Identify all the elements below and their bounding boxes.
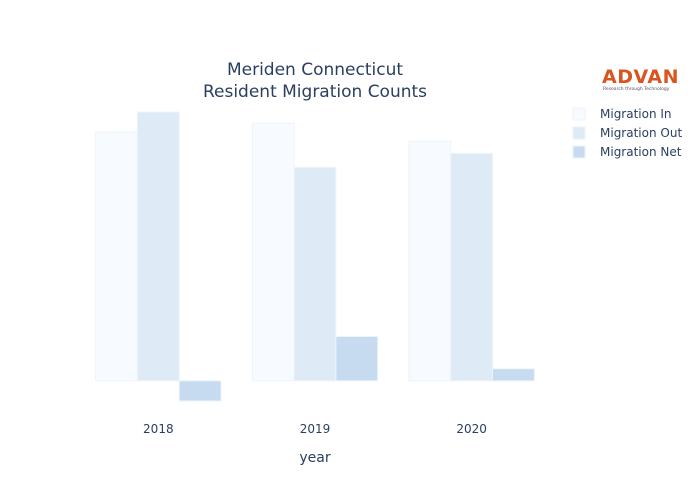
bar-migration-out-2019[interactable] xyxy=(293,166,337,382)
bars-group xyxy=(95,111,535,402)
x-axis-ticks: 2018 2019 2020 xyxy=(143,422,487,436)
advan-logo-wordmark: ADVAN xyxy=(602,66,679,88)
bar-migration-net-2020[interactable] xyxy=(492,368,535,382)
bar-migration-net-2018[interactable] xyxy=(178,380,222,402)
bar-migration-in-2019[interactable] xyxy=(251,122,295,382)
chart-title-line-2: Resident Migration Counts xyxy=(203,82,427,102)
legend-swatch-migration-net[interactable] xyxy=(572,145,586,159)
bar-migration-out-2018[interactable] xyxy=(136,111,180,382)
bar-migration-out-2020[interactable] xyxy=(450,152,494,382)
x-axis-title: year xyxy=(299,450,330,466)
advan-logo: ADVAN Research through Technology xyxy=(602,66,679,92)
legend-label-migration-net[interactable]: Migration Net xyxy=(600,145,682,159)
x-tick-label-2018: 2018 xyxy=(143,422,174,436)
legend-swatch-migration-in[interactable] xyxy=(572,107,586,121)
legend-label-migration-in[interactable]: Migration In xyxy=(600,107,672,121)
bar-migration-net-2019[interactable] xyxy=(335,336,379,382)
advan-logo-tagline: Research through Technology xyxy=(603,86,670,92)
bar-migration-in-2020[interactable] xyxy=(408,140,452,382)
legend-label-migration-out[interactable]: Migration Out xyxy=(600,126,682,140)
x-tick-label-2019: 2019 xyxy=(300,422,331,436)
legend: Migration In Migration Out Migration Net xyxy=(572,107,682,159)
x-tick-label-2020: 2020 xyxy=(456,422,487,436)
chart-title: Meriden Connecticut Resident Migration C… xyxy=(203,60,427,102)
chart-title-line-1: Meriden Connecticut xyxy=(227,60,403,80)
bar-migration-in-2018[interactable] xyxy=(95,131,138,382)
legend-swatch-migration-out[interactable] xyxy=(572,126,586,140)
